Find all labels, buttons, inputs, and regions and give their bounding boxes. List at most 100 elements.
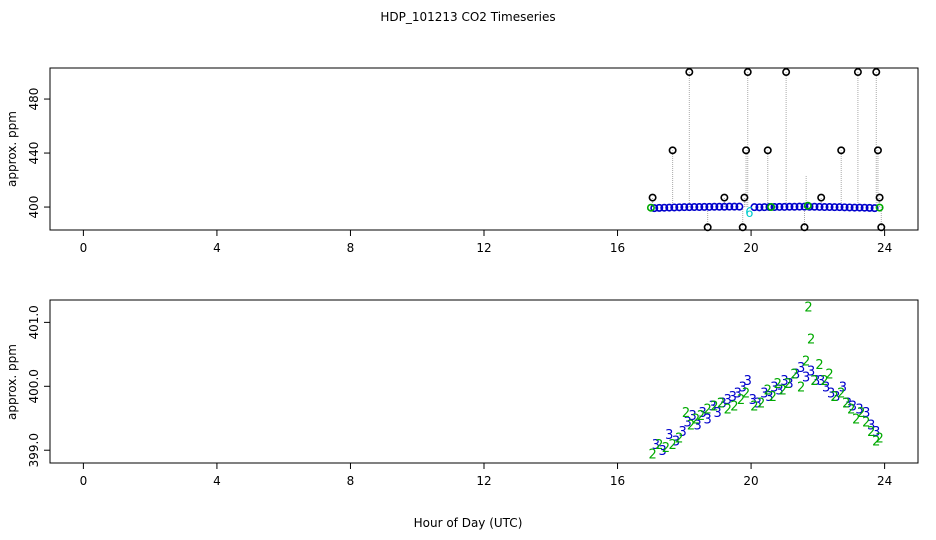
- data-point: 2: [810, 374, 818, 389]
- data-point: 3: [797, 361, 805, 376]
- data-point: 3: [694, 419, 702, 434]
- data-point: 2: [779, 383, 787, 398]
- data-point: [840, 203, 849, 212]
- data-point: 2: [737, 393, 745, 408]
- data-point: 2: [797, 380, 805, 395]
- data-point: [742, 146, 751, 155]
- data-point: [820, 203, 829, 212]
- data-point: 2: [847, 403, 855, 418]
- data-point: [870, 204, 879, 213]
- x-axis-label: Hour of Day (UTC): [414, 516, 523, 530]
- data-point: 3: [739, 380, 747, 395]
- data-point: 2: [648, 447, 656, 462]
- data-point: [735, 202, 744, 211]
- x-tick-label: 20: [743, 241, 758, 255]
- data-point: 3: [822, 380, 830, 395]
- y-tick-label: 440: [27, 142, 41, 165]
- data-point: [872, 68, 881, 77]
- data-point: [730, 202, 739, 211]
- data-point: 2: [802, 355, 810, 370]
- data-point: [725, 202, 734, 211]
- data-point: [877, 223, 886, 232]
- x-tick-label: 24: [877, 241, 892, 255]
- data-point: 3: [785, 377, 793, 392]
- data-point: 2: [692, 412, 700, 427]
- data-point: 3: [699, 406, 707, 421]
- data-point: 3: [765, 390, 773, 405]
- x-tick-label: 16: [610, 241, 625, 255]
- data-point: 2: [704, 403, 712, 418]
- data-point: 3: [855, 403, 863, 418]
- data-point: 3: [792, 368, 800, 383]
- data-point: 2: [837, 387, 845, 402]
- data-point: [703, 223, 712, 232]
- data-point: 2: [862, 415, 870, 430]
- data-point: [655, 203, 664, 212]
- data-point: [767, 203, 776, 212]
- data-point: 3: [724, 393, 732, 408]
- y-axis-label-bottom: approx. ppm: [5, 344, 19, 420]
- data-point: 2: [742, 387, 750, 402]
- data-point: 3: [780, 374, 788, 389]
- data-point: 3: [689, 409, 697, 424]
- data-point: [763, 146, 772, 155]
- data-point: [875, 193, 884, 202]
- data-point: 3: [744, 374, 752, 389]
- data-point: 2: [852, 412, 860, 427]
- data-point: 3: [719, 396, 727, 411]
- panel-bottom: approx. ppm 0 4 8 12 16 20 24399.0400.0401.033…: [5, 299, 919, 488]
- data-point: [675, 203, 684, 212]
- data-point: [865, 203, 874, 212]
- data-point: [873, 146, 882, 155]
- data-point: 2: [875, 431, 883, 446]
- data-point: 3: [665, 428, 673, 443]
- x-tick-label: 4: [213, 474, 221, 488]
- data-point: 2: [774, 377, 782, 392]
- data-point: 3: [827, 387, 835, 402]
- y-tick-label: 480: [27, 88, 41, 111]
- data-point: 2: [842, 396, 850, 411]
- data-point: 2: [710, 399, 718, 414]
- data-point: 3: [678, 425, 686, 440]
- data-point: [660, 203, 669, 212]
- data-point: [825, 203, 834, 212]
- data-point: [853, 68, 862, 77]
- data-point: 3: [832, 390, 840, 405]
- data-point: [850, 203, 859, 212]
- data-point: [782, 68, 791, 77]
- data-point: 3: [658, 444, 666, 459]
- x-tick-label: 8: [347, 474, 355, 488]
- data-point: [830, 203, 839, 212]
- data-point: [845, 203, 854, 212]
- data-point: [875, 203, 884, 212]
- data-point: 2: [867, 425, 875, 440]
- data-point: [860, 203, 869, 212]
- data-point: 2: [750, 399, 758, 414]
- x-tick-label: 8: [347, 241, 355, 255]
- data-point: [800, 223, 809, 232]
- data-point: [690, 203, 699, 212]
- data-point: 2: [687, 419, 695, 434]
- data-point: 6: [745, 206, 753, 221]
- data-point: [835, 203, 844, 212]
- data-point: 3: [775, 383, 783, 398]
- data-point: 2: [682, 406, 690, 421]
- data-point: [685, 68, 694, 77]
- data-point: 3: [672, 435, 680, 450]
- data-point: 2: [662, 441, 670, 456]
- data-point: 2: [790, 368, 798, 383]
- data-point: 2: [807, 332, 815, 347]
- x-tick-label: 4: [213, 241, 221, 255]
- y-tick-label: 399.0: [27, 433, 41, 467]
- data-point: 3: [734, 387, 742, 402]
- data-point: [780, 202, 789, 211]
- data-point: 3: [709, 399, 717, 414]
- data-point: [803, 201, 812, 210]
- data-point: 2: [804, 300, 812, 315]
- data-point: 2: [697, 409, 705, 424]
- x-tick-label: 0: [80, 474, 88, 488]
- data-point: [705, 202, 714, 211]
- x-tick-label: 20: [743, 474, 758, 488]
